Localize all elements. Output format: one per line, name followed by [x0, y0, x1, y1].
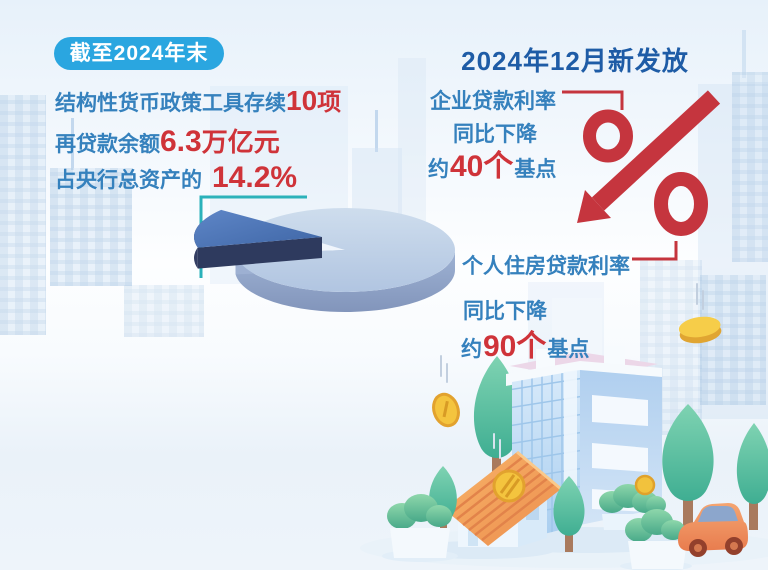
skyline-antenna	[375, 110, 378, 152]
housing-drop-text: 同比下降	[463, 300, 547, 323]
corporate-bp-value: 40个	[450, 150, 514, 183]
stat-asset-share-label: 占央行总资产的	[55, 169, 202, 192]
housing-rate-drop: 同比下降	[463, 295, 547, 325]
corporate-approx: 约	[428, 158, 449, 181]
corporate-rate-text: 企业贷款利率	[430, 90, 556, 113]
skyline-building	[124, 285, 204, 337]
housing-rate-text: 个人住房贷款利率	[462, 255, 630, 278]
corporate-rate-value: 约 40个 基点	[428, 141, 556, 185]
stat-reloan-value: 6.3	[160, 125, 202, 158]
stat-reloan-label: 再贷款余额	[55, 133, 160, 156]
streak-lines	[440, 283, 704, 459]
stat-tools-value: 10	[286, 85, 318, 116]
pie-chart	[194, 195, 455, 313]
skyline-building	[732, 72, 768, 262]
date-badge: 截至2024年末	[54, 37, 224, 70]
stat-reloan-unit: 万亿元	[201, 127, 280, 157]
skyline-building	[50, 168, 132, 286]
skyline-antenna	[71, 118, 74, 170]
stat-asset-share-value: 14.2%	[212, 161, 298, 194]
section-title: 2024年12月新发放	[461, 46, 689, 76]
tree-icon	[662, 404, 714, 528]
stat-asset-share: 占央行总资产的 14.2%	[55, 161, 297, 195]
coin-icon	[432, 392, 460, 428]
tree-icon	[553, 476, 585, 552]
housing-bp-unit: 基点	[547, 338, 590, 361]
stat-tools: 结构性货币政策工具存续 10 项	[55, 82, 341, 117]
corporate-rate-drop: 同比下降	[453, 118, 537, 148]
car-icon	[678, 503, 748, 557]
coin-icon	[634, 474, 656, 496]
corporate-bp-unit: 基点	[514, 158, 557, 181]
pie-exploded-slice	[194, 209, 322, 269]
tree-icon	[736, 423, 768, 530]
skyline-building	[0, 95, 46, 335]
stat-reloan-balance: 再贷款余额 6.3 万亿元	[55, 122, 280, 159]
housing-rate-label: 个人住房贷款利率	[462, 250, 630, 280]
skyline-antenna	[742, 30, 746, 78]
bush-icon	[625, 509, 687, 569]
coin-icon	[492, 469, 526, 503]
down-arrowhead	[577, 190, 611, 223]
housing-approx: 约	[461, 338, 482, 361]
stat-tools-label: 结构性货币政策工具存续	[55, 92, 286, 115]
house-icon	[444, 450, 562, 547]
bush-icon	[387, 494, 452, 558]
housing-callout-line	[632, 241, 678, 261]
corporate-callout-line	[562, 90, 624, 110]
percent-decline-icon	[562, 90, 721, 261]
corporate-drop-text: 同比下降	[453, 123, 537, 146]
stat-tools-unit: 项	[317, 89, 342, 116]
housing-rate-value: 约 90个 基点	[461, 321, 589, 365]
skyline-building	[398, 58, 426, 243]
housing-bp-value: 90个	[483, 330, 547, 363]
city-illustration	[360, 283, 768, 570]
coin-icon	[678, 316, 722, 344]
corporate-rate-label: 企业贷款利率	[430, 85, 556, 115]
